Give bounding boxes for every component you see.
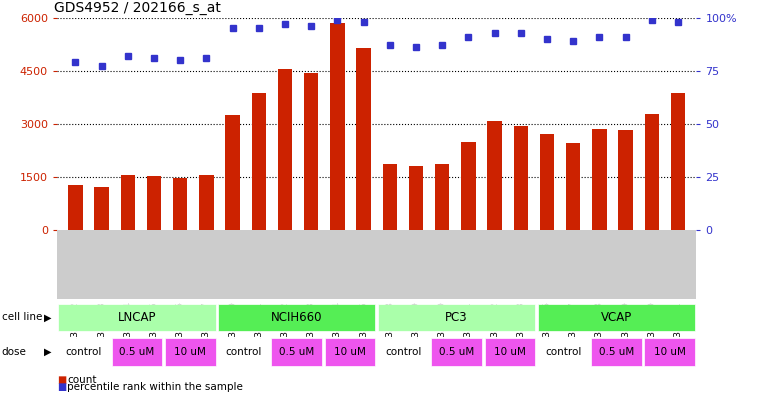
Text: NCIH660: NCIH660 (271, 311, 323, 324)
Bar (670, 93, 685, 230)
Text: VCAP: VCAP (600, 311, 632, 324)
Bar (59, 338, 109, 366)
Text: 10 uM: 10 uM (174, 347, 206, 357)
Bar (173, 178, 187, 230)
Bar (325, 338, 375, 366)
Bar (645, 114, 659, 230)
Bar (485, 338, 535, 366)
Bar (538, 304, 695, 331)
Bar (566, 143, 581, 230)
Bar (431, 338, 482, 366)
Text: PC3: PC3 (445, 311, 468, 324)
Bar (383, 164, 397, 230)
Bar (378, 338, 428, 366)
Text: 10 uM: 10 uM (334, 347, 366, 357)
Bar (272, 338, 322, 366)
Bar (514, 125, 528, 230)
Text: 0.5 uM: 0.5 uM (119, 347, 154, 357)
Bar (619, 130, 633, 230)
Bar (218, 338, 269, 366)
Text: LNCAP: LNCAP (118, 311, 156, 324)
Text: ▶: ▶ (44, 312, 52, 322)
Text: control: control (225, 347, 262, 357)
Bar (112, 338, 162, 366)
Text: count: count (67, 375, 97, 386)
Text: ▶: ▶ (44, 347, 52, 357)
Bar (120, 175, 135, 230)
Bar (330, 23, 345, 230)
Bar (538, 338, 588, 366)
Bar (304, 72, 318, 230)
Bar (94, 187, 109, 230)
Bar (645, 338, 695, 366)
Text: 0.5 uM: 0.5 uM (279, 347, 314, 357)
Bar (165, 338, 215, 366)
Text: percentile rank within the sample: percentile rank within the sample (67, 382, 243, 392)
Text: control: control (545, 347, 581, 357)
Text: cell line: cell line (2, 312, 42, 322)
Bar (218, 304, 375, 331)
Text: dose: dose (2, 347, 27, 357)
Bar (147, 176, 161, 230)
Text: 0.5 uM: 0.5 uM (599, 347, 634, 357)
Text: 10 uM: 10 uM (494, 347, 526, 357)
Bar (435, 164, 450, 230)
Bar (487, 121, 501, 230)
Bar (409, 165, 423, 230)
Bar (225, 115, 240, 230)
Bar (68, 185, 83, 230)
Text: ■: ■ (57, 375, 66, 386)
Bar (59, 304, 215, 331)
Bar (252, 93, 266, 230)
Text: control: control (65, 347, 102, 357)
Bar (591, 338, 642, 366)
Bar (378, 304, 535, 331)
Bar (592, 129, 607, 230)
Text: GDS4952 / 202166_s_at: GDS4952 / 202166_s_at (54, 1, 221, 15)
Bar (356, 48, 371, 230)
Text: 0.5 uM: 0.5 uM (439, 347, 474, 357)
Bar (199, 175, 214, 230)
Text: 10 uM: 10 uM (654, 347, 686, 357)
Bar (540, 134, 554, 230)
Text: ■: ■ (57, 382, 66, 392)
Text: control: control (385, 347, 422, 357)
Bar (278, 69, 292, 230)
Bar (461, 142, 476, 230)
